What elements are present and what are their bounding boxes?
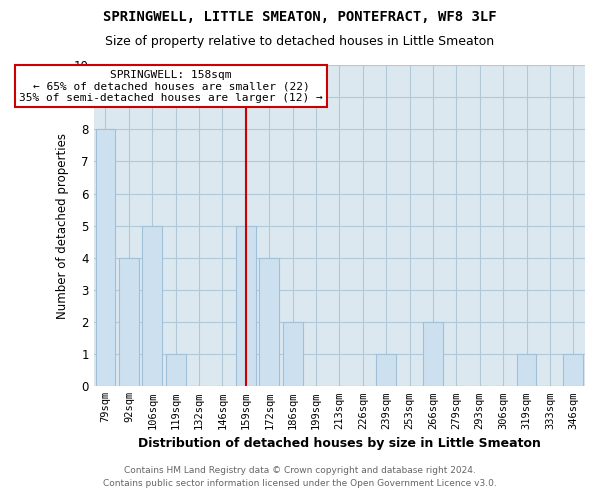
Bar	[95, 130, 115, 386]
Bar	[142, 226, 162, 386]
Text: Contains HM Land Registry data © Crown copyright and database right 2024.
Contai: Contains HM Land Registry data © Crown c…	[103, 466, 497, 487]
Y-axis label: Number of detached properties: Number of detached properties	[56, 132, 68, 318]
Bar	[423, 322, 443, 386]
Text: SPRINGWELL: 158sqm
← 65% of detached houses are smaller (22)
35% of semi-detache: SPRINGWELL: 158sqm ← 65% of detached hou…	[19, 70, 323, 103]
Bar	[376, 354, 396, 386]
Text: Size of property relative to detached houses in Little Smeaton: Size of property relative to detached ho…	[106, 35, 494, 48]
Text: SPRINGWELL, LITTLE SMEATON, PONTEFRACT, WF8 3LF: SPRINGWELL, LITTLE SMEATON, PONTEFRACT, …	[103, 10, 497, 24]
Bar	[119, 258, 139, 386]
Bar	[166, 354, 185, 386]
Bar	[517, 354, 536, 386]
Bar	[283, 322, 302, 386]
Bar	[563, 354, 583, 386]
Bar	[259, 258, 279, 386]
Bar	[236, 226, 256, 386]
X-axis label: Distribution of detached houses by size in Little Smeaton: Distribution of detached houses by size …	[138, 437, 541, 450]
